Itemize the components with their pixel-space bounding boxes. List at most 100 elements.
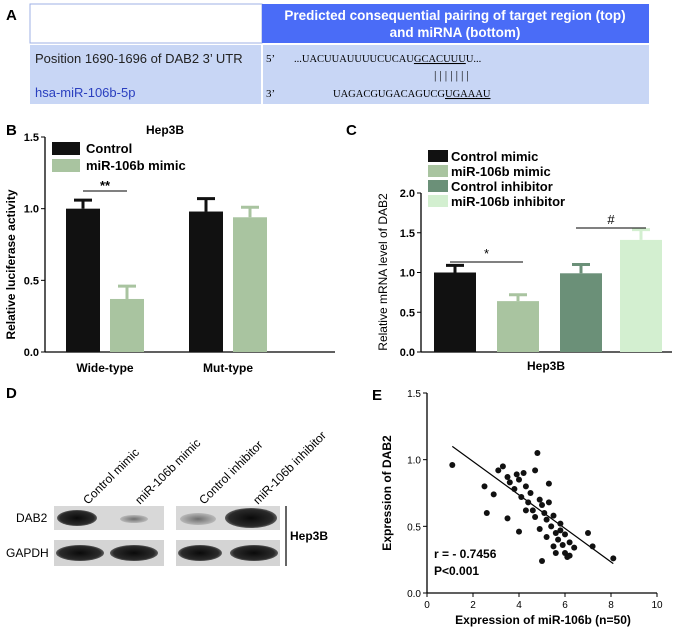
chart-e-point [522, 507, 529, 514]
chart-e-point [555, 536, 562, 543]
target-seq-pre: ...UACUUAUUUUCUCAU [294, 54, 414, 65]
chart-c-legend-label: Control inhibitor [451, 179, 553, 194]
row-label-gapdh: GAPDH [6, 546, 49, 560]
chart-c-ylabel: Relative mRNA level of DAB2 [376, 193, 390, 351]
chart-b-sig-label: ** [100, 178, 111, 193]
chart-e-ytick-label: 0.5 [407, 522, 421, 533]
chart-c-bar [620, 239, 662, 352]
chart-c-legend-label: miR-106b mimic [451, 164, 551, 179]
chart-b-ylabel: Relative luciferase activity [4, 189, 18, 339]
target-seq-post: U... [466, 54, 481, 65]
chart-c-ytick-label: 0.0 [400, 347, 415, 359]
panel-a-row-bg [30, 45, 649, 104]
chart-c-legend-swatch [428, 195, 448, 207]
chart-e-point [536, 526, 543, 532]
chart-e-point [529, 507, 536, 514]
panel-a-header-spacer [29, 3, 263, 44]
chart-c-ytick-label: 2.0 [400, 188, 415, 200]
chart-c-legend-swatch [428, 180, 448, 192]
panel-a-mirna-seq: UAGACGUGACAGUCGUGAAAU [333, 89, 491, 100]
chart-c-ytick-label: 0.5 [400, 307, 415, 319]
chart-e: 0.0 0.5 1.0 1.5 0 2 4 6 8 10 Expression of miR-106… [380, 389, 663, 627]
chart-c-ytick-label: 1.5 [400, 228, 415, 240]
chart-c-bar [497, 301, 539, 352]
panel-a-5prime: 5’ [266, 53, 275, 65]
chart-e-point [566, 539, 573, 546]
panel-d-blot: Control mimic miR-106b mimic Control inh… [6, 428, 329, 566]
chart-e-stat-r: r = - 0.7456 [434, 547, 497, 561]
band-gapdh-mir106b-inhibitor [230, 545, 278, 561]
chart-b-legend-swatch [52, 142, 80, 155]
chart-c-legend-label: Control mimic [451, 149, 538, 164]
chart-e-stat-p: P<0.001 [434, 564, 479, 578]
chart-e-point [511, 486, 518, 492]
chart-e-point [543, 516, 550, 523]
chart-b-title: Hep3B [146, 123, 184, 137]
panel-a-header-line1: Predicted consequential pairing of targe… [284, 8, 625, 23]
chart-c-bar [560, 273, 602, 352]
chart-e-point [550, 543, 557, 550]
band-dab2-mir106b-inhibitor [225, 508, 277, 528]
chart-e-point [545, 480, 552, 487]
chart-c-sig-label: # [607, 212, 615, 227]
chart-e-point [449, 462, 456, 468]
chart-e-point [516, 528, 522, 535]
chart-b-ytick-label: 1.0 [24, 204, 39, 216]
chart-e-ytick-label: 1.0 [407, 456, 421, 467]
chart-e-point [610, 555, 617, 562]
chart-e-point [559, 542, 566, 548]
chart-e-fit-line [451, 445, 614, 565]
target-seq-match: GCACUUU [414, 54, 466, 65]
chart-e-point [532, 467, 539, 474]
band-gapdh-mir106b-mimic [110, 545, 158, 561]
chart-c-bar [434, 272, 476, 352]
chart-e-point [552, 530, 559, 536]
chart-e-xtick-label: 6 [562, 600, 568, 611]
chart-b-ytick-label: 1.5 [24, 132, 39, 144]
panel-letter-d: D [6, 385, 17, 402]
chart-b-bar [233, 217, 267, 352]
chart-e-point [504, 515, 511, 522]
panel-a-header-line2: and miRNA (bottom) [390, 25, 521, 40]
chart-e-ytick-label: 0.0 [407, 589, 421, 600]
band-gapdh-control-inhibitor [178, 545, 222, 561]
chart-e-point [499, 463, 506, 470]
lane-label-mir106b-inhibitor: miR-106b inhibitor [250, 428, 329, 507]
chart-e-point [539, 558, 545, 564]
chart-b-legend-label: miR-106b mimic [86, 158, 186, 173]
chart-e-xtick-label: 2 [470, 600, 476, 611]
chart-e-ylabel: Expression of DAB2 [380, 435, 394, 551]
chart-c-legend-swatch [428, 165, 448, 177]
chart-e-point [589, 543, 596, 550]
chart-b-category-label: Mut-type [203, 361, 253, 375]
chart-e-point [550, 512, 557, 519]
chart-e-point [490, 491, 497, 498]
chart-e-point [516, 476, 522, 483]
panel-a-pair-bars: | | | | | | | [434, 68, 469, 82]
chart-e-point [562, 531, 568, 538]
panel-a-position-label: Position 1690-1696 of DAB2 3’ UTR [35, 51, 243, 66]
chart-e-point [504, 474, 511, 480]
chart-e-point [543, 534, 550, 540]
chart-e-xtick-label: 4 [516, 600, 522, 611]
chart-e-point [571, 544, 578, 551]
chart-e-point [548, 523, 555, 530]
chart-b-ytick-label: 0.5 [24, 275, 39, 287]
chart-e-point [532, 514, 539, 520]
chart-b-legend-swatch [52, 159, 80, 172]
chart-e-point [527, 490, 534, 496]
chart-b-bar [189, 211, 223, 352]
band-dab2-control-mimic [57, 510, 97, 526]
panel-letter-b: B [6, 122, 17, 139]
chart-e-point [483, 510, 490, 516]
chart-c-legend-label: miR-106b inhibitor [451, 194, 565, 209]
chart-e-xtick-label: 10 [651, 600, 663, 611]
chart-e-point [513, 471, 520, 478]
chart-e-point [506, 479, 513, 486]
chart-e-point [545, 499, 552, 506]
chart-e-point [552, 550, 559, 556]
chart-e-point [534, 450, 541, 456]
cell-label-hep3b: Hep3B [290, 529, 328, 543]
chart-b-ytick-label: 0.0 [24, 347, 39, 359]
